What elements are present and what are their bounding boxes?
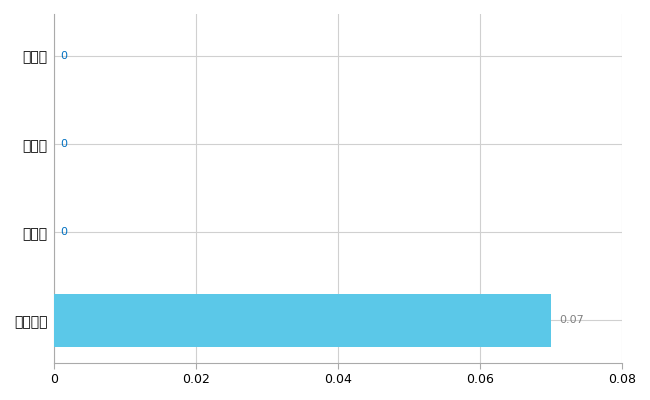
Text: 0.07: 0.07: [560, 316, 584, 326]
Bar: [55, 294, 551, 347]
Text: 0: 0: [60, 227, 67, 237]
Text: 0: 0: [60, 139, 67, 149]
Text: 0: 0: [60, 51, 67, 61]
